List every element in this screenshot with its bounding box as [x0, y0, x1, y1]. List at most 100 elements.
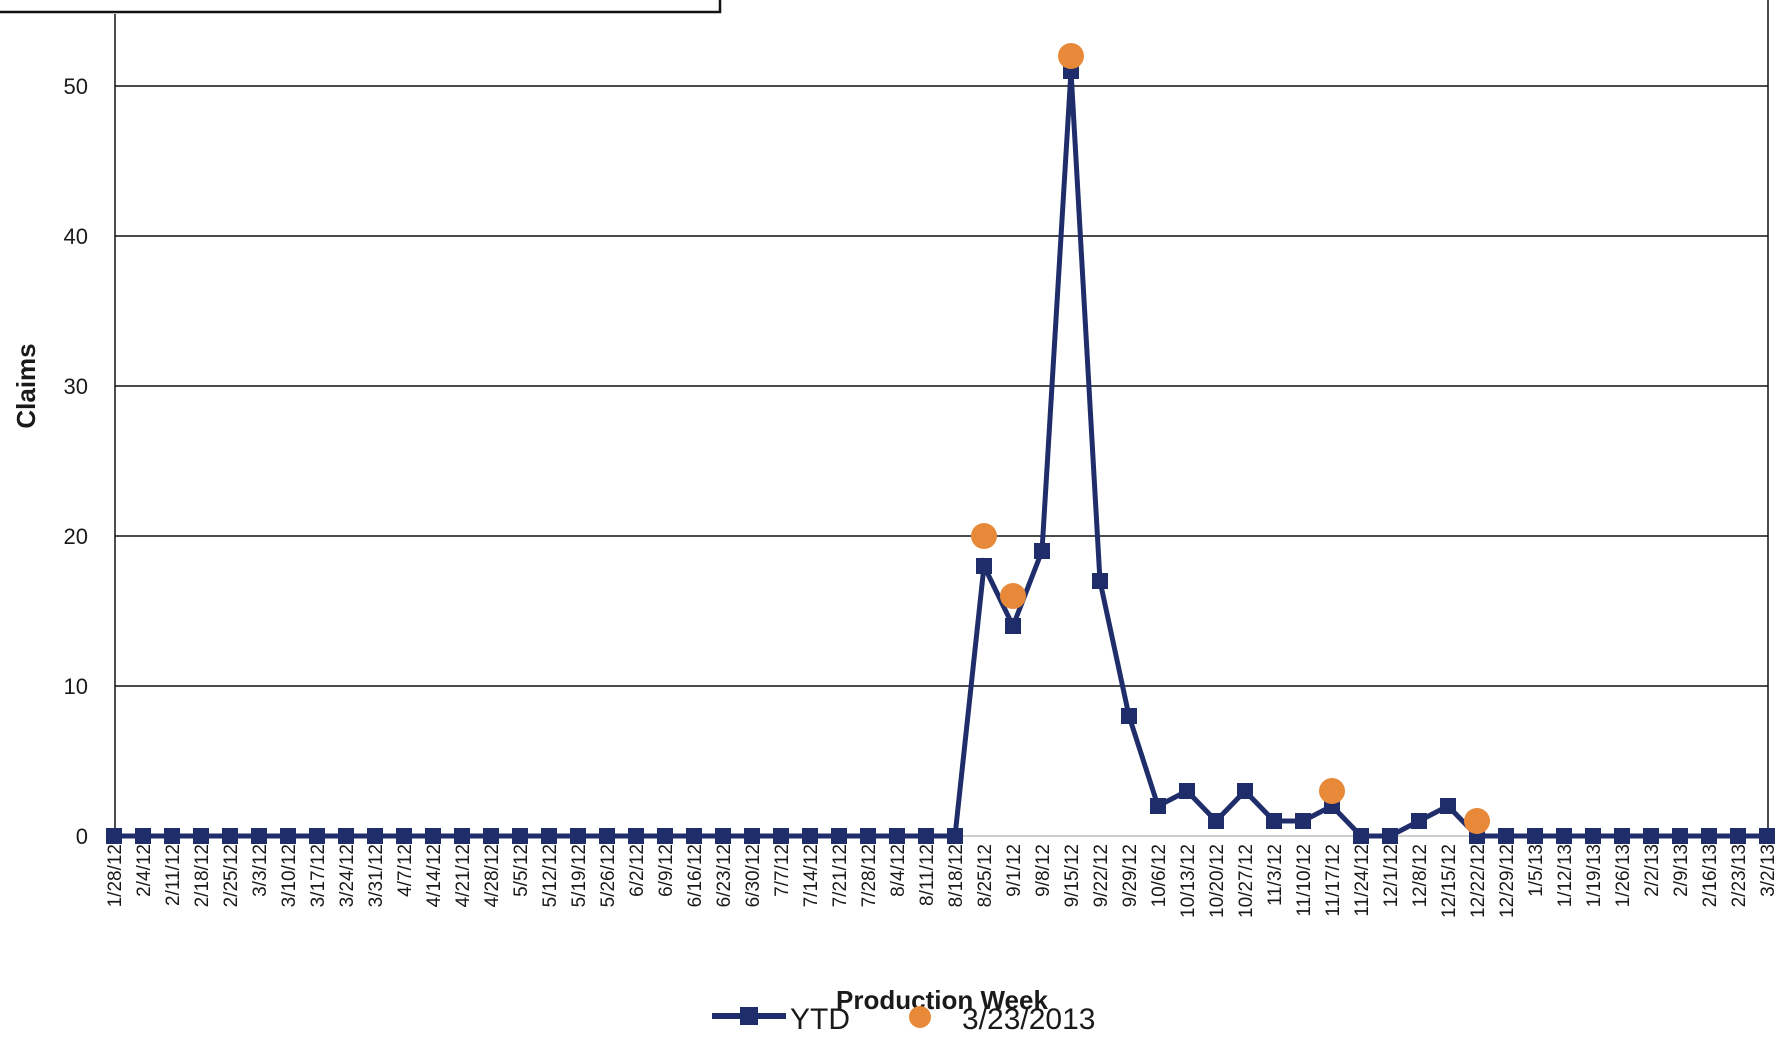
series-ytd-point	[889, 828, 905, 844]
series-ytd-point	[1208, 813, 1224, 829]
x-tick-label: 11/24/12	[1352, 844, 1373, 917]
x-tick-label: 11/10/12	[1294, 844, 1315, 917]
x-tick-label: 5/26/12	[598, 844, 619, 907]
series-ytd-point	[280, 828, 296, 844]
y-axis-title: Claims	[11, 343, 41, 428]
series-ytd-point	[512, 828, 528, 844]
x-tick-label: 10/27/12	[1236, 844, 1257, 918]
series-ytd-point	[1179, 783, 1195, 799]
y-tick-label: 40	[64, 224, 88, 249]
x-tick-label: 1/19/13	[1584, 844, 1605, 907]
x-tick-label: 10/13/12	[1178, 844, 1199, 918]
series-ytd-point	[1585, 828, 1601, 844]
x-tick-label: 5/5/12	[511, 844, 532, 897]
x-tick-label: 12/29/12	[1497, 844, 1518, 918]
x-tick-label: 2/16/13	[1700, 844, 1721, 907]
series-ytd-point	[1353, 828, 1369, 844]
x-tick-label: 1/26/13	[1613, 844, 1634, 907]
x-tick-label: 11/17/12	[1323, 844, 1344, 917]
x-tick-label: 2/18/12	[192, 844, 213, 907]
x-tick-label: 4/7/12	[395, 844, 416, 897]
y-tick-label: 0	[76, 824, 88, 849]
series-ytd-point	[367, 828, 383, 844]
x-tick-label: 3/31/12	[366, 844, 387, 907]
x-tick-label: 3/24/12	[337, 844, 358, 907]
series-ytd-point	[1295, 813, 1311, 829]
x-tick-label: 8/18/12	[946, 844, 967, 907]
series-ytd-point	[1237, 783, 1253, 799]
series-ytd-point	[831, 828, 847, 844]
x-tick-label: 9/8/12	[1033, 844, 1054, 897]
series-ytd-point	[483, 828, 499, 844]
series-ytd-point	[309, 828, 325, 844]
series-ytd-point	[1382, 828, 1398, 844]
x-tick-label: 10/6/12	[1149, 844, 1170, 907]
series-ytd-point	[1614, 828, 1630, 844]
series-3-23-2013-point	[1000, 583, 1026, 609]
x-tick-label: 12/8/12	[1410, 844, 1431, 907]
x-tick-label: 1/28/12	[105, 844, 126, 907]
legend-date-marker	[909, 1006, 931, 1028]
x-tick-label: 3/3/12	[250, 844, 271, 897]
x-tick-label: 4/14/12	[424, 844, 445, 907]
x-tick-label: 5/12/12	[540, 844, 561, 907]
series-ytd-point	[1730, 828, 1746, 844]
top-left-frame	[0, 0, 722, 14]
series-ytd-point	[541, 828, 557, 844]
x-tick-label: 6/23/12	[714, 844, 735, 907]
x-tick-label: 2/11/12	[163, 844, 184, 906]
series-ytd-point	[164, 828, 180, 844]
series-ytd-point	[860, 828, 876, 844]
series-ytd-point	[1672, 828, 1688, 844]
series-ytd-point	[106, 828, 122, 844]
x-tick-label: 2/4/12	[134, 844, 155, 897]
x-tick-label: 7/14/12	[801, 844, 822, 907]
x-tick-label: 7/21/12	[830, 844, 851, 907]
series-ytd-point	[976, 558, 992, 574]
series-ytd-point	[599, 828, 615, 844]
x-axis-title: Production Week	[836, 985, 1048, 1015]
x-tick-label: 1/12/13	[1555, 844, 1576, 907]
x-tick-label: 9/15/12	[1062, 844, 1083, 907]
x-tick-label: 6/2/12	[627, 844, 648, 897]
series-ytd-point	[1005, 618, 1021, 634]
series-ytd-point	[425, 828, 441, 844]
series-ytd-point	[1498, 828, 1514, 844]
series-ytd-point	[947, 828, 963, 844]
series-ytd-point	[570, 828, 586, 844]
series-ytd-point	[1266, 813, 1282, 829]
series-ytd-point	[1092, 573, 1108, 589]
series-ytd-point	[1150, 798, 1166, 814]
series-3-23-2013-point	[1464, 808, 1490, 834]
legend: YTD 3/23/2013	[712, 1003, 1095, 1036]
series-ytd-point	[802, 828, 818, 844]
x-tick-label: 1/5/13	[1526, 844, 1547, 897]
x-tick-label: 11/3/12	[1265, 844, 1286, 906]
x-tick-label: 7/28/12	[859, 844, 880, 907]
y-tick-label: 20	[64, 524, 88, 549]
series-ytd-line	[114, 70, 1767, 839]
series-ytd-point	[338, 828, 354, 844]
x-tick-label: 7/7/12	[772, 844, 793, 897]
series-ytd-point	[1527, 828, 1543, 844]
series-ytd-point	[744, 828, 760, 844]
series-ytd-point	[193, 828, 209, 844]
x-tick-label: 3/17/12	[308, 844, 329, 907]
legend-date-label: 3/23/2013	[962, 1003, 1095, 1036]
series-ytd-point	[251, 828, 267, 844]
series-3-23-2013-point	[1319, 778, 1345, 804]
series-ytd-point	[1411, 813, 1427, 829]
x-tick-label: 12/1/12	[1381, 844, 1402, 907]
series-ytd-point	[1643, 828, 1659, 844]
x-tick-label: 5/19/12	[569, 844, 590, 907]
y-tick-label: 10	[64, 674, 88, 699]
series-ytd-point	[135, 828, 151, 844]
x-tick-label: 3/2/13	[1758, 844, 1779, 897]
series-ytd-point	[918, 828, 934, 844]
x-tick-label: 10/20/12	[1207, 844, 1228, 918]
x-tick-label: 2/25/12	[221, 844, 242, 907]
y-tick-labels: 0 10 20 30 40 50	[64, 74, 88, 849]
x-tick-labels: 1/28/12 2/4/12 2/11/12 2/18/12 2/25/12 3/3/12…	[105, 844, 1779, 918]
